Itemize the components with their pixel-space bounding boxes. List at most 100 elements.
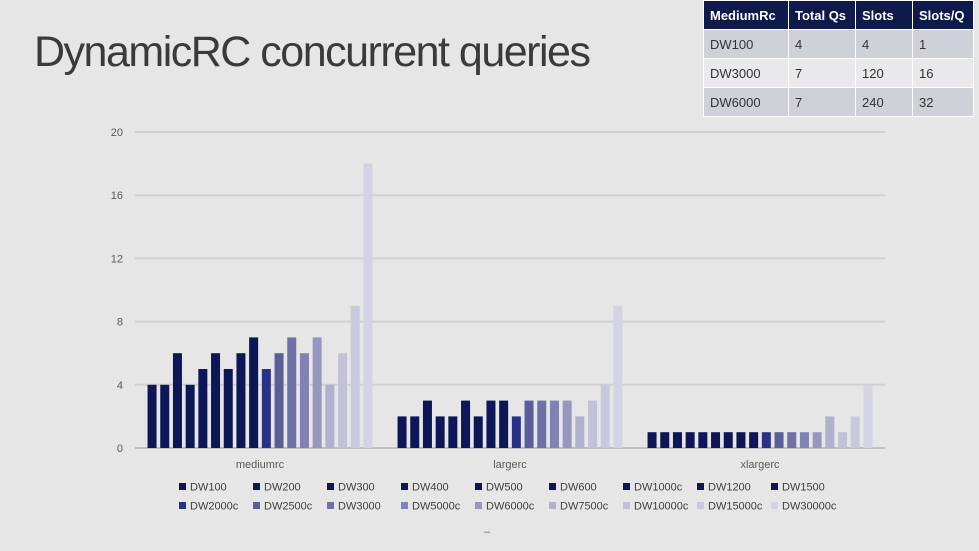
- legend-label: DW5000c: [412, 501, 461, 513]
- bar-dw300-xlargerc: [672, 432, 682, 448]
- bar-dw5000c-largerc: [549, 400, 559, 448]
- legend-swatch: [327, 483, 334, 490]
- y-tick-label: 8: [117, 317, 123, 329]
- legend-label: DW1000c: [634, 482, 683, 494]
- y-tick-label: 12: [111, 253, 123, 265]
- bar-dw400-xlargerc: [685, 432, 695, 448]
- legend-swatch: [549, 502, 556, 509]
- table-header-row: MediumRc Total Qs Slots Slots/Q: [703, 0, 974, 30]
- legend-label: DW300: [338, 482, 375, 494]
- bar-dw1200-mediumrc: [236, 353, 246, 448]
- bar-dw5000c-xlargerc: [799, 432, 809, 448]
- legend-label: DW10000c: [634, 501, 689, 513]
- legend-label: DW1200: [708, 482, 751, 494]
- bar-dw1000c-mediumrc: [223, 369, 233, 448]
- bar-dw7500c-largerc: [575, 416, 585, 448]
- x-category-label: mediumrc: [236, 459, 285, 471]
- y-tick-label: 16: [111, 190, 123, 202]
- legend-swatch: [253, 502, 260, 509]
- bar-dw10000c-xlargerc: [838, 432, 848, 448]
- bar-dw500-xlargerc: [698, 432, 708, 448]
- bar-dw10000c-mediumrc: [338, 353, 348, 448]
- footer-mark: –: [484, 526, 491, 538]
- bar-dw3000-largerc: [537, 400, 547, 448]
- bar-dw6000c-largerc: [562, 400, 572, 448]
- bar-dw300-mediumrc: [172, 353, 182, 448]
- bar-dw500-mediumrc: [198, 369, 208, 448]
- bar-dw100-largerc: [397, 416, 407, 448]
- legend-label: DW15000c: [708, 501, 763, 513]
- bar-dw2500c-xlargerc: [774, 432, 784, 448]
- bar-dw1200-xlargerc: [736, 432, 746, 448]
- bar-dw6000c-mediumrc: [312, 337, 322, 448]
- legend-label: DW3000: [338, 501, 381, 513]
- table-cell: DW100: [703, 29, 789, 59]
- legend-label: DW200: [264, 482, 301, 494]
- table-cell: 4: [855, 29, 913, 59]
- bar-dw6000c-xlargerc: [812, 432, 822, 448]
- bar-dw300-largerc: [422, 400, 432, 448]
- table-cell: 4: [788, 29, 856, 59]
- legend-swatch: [771, 483, 778, 490]
- bar-dw500-largerc: [448, 416, 458, 448]
- legend-swatch: [179, 483, 186, 490]
- y-tick-label: 20: [111, 127, 123, 139]
- table-cell: 120: [855, 58, 913, 88]
- bar-dw30000c-largerc: [613, 305, 623, 448]
- legend-swatch: [401, 483, 408, 490]
- slide-title: DynamicRC concurrent queries: [34, 28, 591, 76]
- table-row: DW3000 7 120 16: [703, 58, 974, 88]
- bar-dw2500c-mediumrc: [274, 353, 284, 448]
- bar-dw200-largerc: [410, 416, 420, 448]
- bar-dw1500-mediumrc: [249, 337, 259, 448]
- bar-dw30000c-xlargerc: [863, 384, 873, 448]
- table-cell: DW6000: [703, 87, 789, 117]
- bar-dw1500-xlargerc: [749, 432, 759, 448]
- bar-dw400-largerc: [435, 416, 445, 448]
- legend-label: DW7500c: [560, 501, 609, 513]
- legend-swatch: [697, 502, 704, 509]
- bar-dw15000c-xlargerc: [850, 416, 860, 448]
- legend-label: DW2000c: [190, 501, 239, 513]
- legend-label: DW1500: [782, 482, 825, 494]
- medium-rc-table: MediumRc Total Qs Slots Slots/Q DW100 4 …: [703, 0, 974, 117]
- header-medium-rc: MediumRc: [703, 0, 789, 30]
- bar-dw200-xlargerc: [660, 432, 670, 448]
- x-category-label: xlargerc: [740, 459, 780, 471]
- bar-dw100-mediumrc: [147, 384, 157, 448]
- bar-dw10000c-largerc: [588, 400, 598, 448]
- bar-dw2000c-largerc: [511, 416, 521, 448]
- legend-label: DW600: [560, 482, 597, 494]
- bar-dw30000c-mediumrc: [363, 163, 373, 448]
- table-row: DW6000 7 240 32: [703, 87, 974, 117]
- bar-dw1000c-xlargerc: [723, 432, 733, 448]
- bar-dw7500c-mediumrc: [325, 384, 335, 448]
- legend-swatch: [179, 502, 186, 509]
- legend-swatch: [771, 502, 778, 509]
- bar-dw2000c-xlargerc: [761, 432, 771, 448]
- bar-dw7500c-xlargerc: [825, 416, 835, 448]
- bar-dw200-mediumrc: [160, 384, 170, 448]
- bar-dw600-xlargerc: [711, 432, 721, 448]
- legend-swatch: [697, 483, 704, 490]
- bar-dw15000c-largerc: [600, 384, 610, 448]
- legend-swatch: [475, 502, 482, 509]
- table-cell: 7: [788, 87, 856, 117]
- bar-dw3000-xlargerc: [787, 432, 797, 448]
- bar-dw600-mediumrc: [211, 353, 221, 448]
- x-category-label: largerc: [493, 459, 527, 471]
- table-cell: 1: [912, 29, 974, 59]
- table-cell: 240: [855, 87, 913, 117]
- legend-swatch: [475, 483, 482, 490]
- legend-label: DW30000c: [782, 501, 837, 513]
- bar-dw15000c-mediumrc: [350, 305, 360, 448]
- bar-dw3000-mediumrc: [287, 337, 297, 448]
- table-row: DW100 4 4 1: [703, 29, 974, 59]
- bar-dw2000c-mediumrc: [261, 369, 271, 448]
- bar-dw1500-largerc: [499, 400, 509, 448]
- bar-dw1000c-largerc: [473, 416, 483, 448]
- y-tick-label: 0: [117, 443, 123, 455]
- bar-dw400-mediumrc: [185, 384, 195, 448]
- legend-swatch: [549, 483, 556, 490]
